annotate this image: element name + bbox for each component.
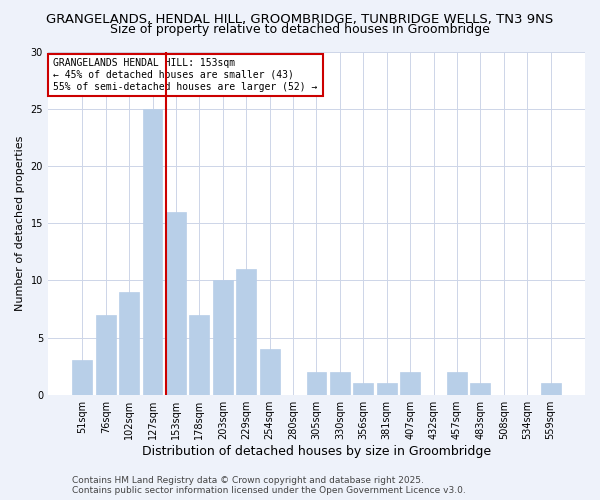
Text: GRANGELANDS HENDAL HILL: 153sqm
← 45% of detached houses are smaller (43)
55% of: GRANGELANDS HENDAL HILL: 153sqm ← 45% of… <box>53 58 317 92</box>
Bar <box>119 292 139 395</box>
Bar <box>447 372 467 394</box>
X-axis label: Distribution of detached houses by size in Groombridge: Distribution of detached houses by size … <box>142 444 491 458</box>
Bar <box>330 372 350 394</box>
Bar <box>260 349 280 395</box>
Bar <box>236 269 256 394</box>
Bar <box>377 384 397 394</box>
Text: Contains HM Land Registry data © Crown copyright and database right 2025.
Contai: Contains HM Land Registry data © Crown c… <box>72 476 466 495</box>
Bar <box>213 280 233 394</box>
Y-axis label: Number of detached properties: Number of detached properties <box>15 136 25 311</box>
Bar <box>166 212 186 394</box>
Bar <box>400 372 420 394</box>
Bar <box>190 314 209 394</box>
Bar <box>73 360 92 394</box>
Bar <box>470 384 490 394</box>
Bar <box>541 384 560 394</box>
Bar <box>353 384 373 394</box>
Bar <box>143 108 163 395</box>
Bar <box>307 372 326 394</box>
Text: Size of property relative to detached houses in Groombridge: Size of property relative to detached ho… <box>110 22 490 36</box>
Bar <box>96 314 116 394</box>
Text: GRANGELANDS, HENDAL HILL, GROOMBRIDGE, TUNBRIDGE WELLS, TN3 9NS: GRANGELANDS, HENDAL HILL, GROOMBRIDGE, T… <box>46 12 554 26</box>
